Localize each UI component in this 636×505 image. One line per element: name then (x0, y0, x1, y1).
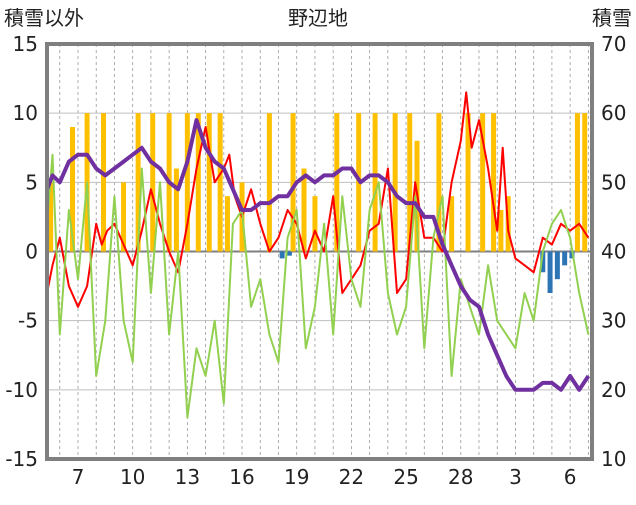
snowfall-bar (392, 113, 398, 252)
x-tick-label: 19 (284, 465, 309, 489)
snowfall-bar (290, 113, 296, 252)
right-tick-label: 20 (601, 378, 626, 402)
snowfall-bar (206, 113, 212, 252)
left-tick-label: 10 (13, 101, 38, 125)
snowfall-bar (70, 127, 76, 252)
x-tick-label: 7 (72, 465, 85, 489)
x-tick-label: 10 (120, 465, 145, 489)
snowfall-bar (480, 113, 486, 252)
snowfall-bar (582, 113, 588, 252)
negative_bar-bar (554, 251, 560, 280)
left-tick-label: -5 (18, 309, 38, 333)
snowfall-bar (121, 182, 127, 252)
snowfall-bar (491, 113, 497, 252)
x-tick-label: 25 (393, 465, 418, 489)
left-tick-label: 5 (25, 170, 38, 194)
snowfall-bar (173, 168, 179, 252)
snowfall-bar (266, 113, 272, 252)
right-tick-label: 70 (601, 32, 626, 56)
right-tick-label: 30 (601, 309, 626, 333)
left-tick-label: -15 (5, 447, 38, 471)
x-tick-label: 3 (509, 465, 522, 489)
negative_bar-bar (279, 251, 285, 259)
snowfall-bar (301, 168, 307, 252)
left-tick-label: 15 (13, 32, 38, 56)
negative_bar-bar (286, 251, 292, 256)
min_temp-line (46, 153, 590, 419)
snowfall-bar (436, 113, 442, 252)
max_temp-line (46, 91, 590, 308)
x-tick-label: 16 (229, 465, 254, 489)
snowfall-bar (150, 113, 156, 252)
snowfall-bar (224, 196, 230, 252)
left-axis-label: 積雪以外 (4, 6, 84, 30)
x-tick-label: 6 (564, 465, 577, 489)
snowfall-bar (217, 113, 223, 252)
x-tick-label: 13 (175, 465, 200, 489)
right-tick-label: 50 (601, 170, 626, 194)
left-tick-label: 0 (25, 240, 38, 264)
snowfall-bar (498, 210, 504, 252)
snowfall-bar (449, 196, 455, 252)
snowfall-bar (312, 196, 318, 252)
negative_bar-bar (562, 251, 568, 266)
chart-title: 野辺地 (288, 6, 348, 30)
bar-layer (48, 113, 588, 293)
left-tick-label: -10 (5, 378, 38, 402)
x-tick-label: 28 (448, 465, 473, 489)
snow_depth-line (45, 118, 591, 392)
right-tick-label: 60 (601, 101, 626, 125)
snowfall-bar (334, 113, 340, 252)
right-tick-label: 10 (601, 447, 626, 471)
negative_bar-bar (540, 251, 546, 273)
plot-frame (45, 42, 594, 461)
right-tick-label: 40 (601, 240, 626, 264)
snowfall-bar (184, 113, 190, 252)
snowfall-bar (574, 113, 580, 252)
snowfall-bar (48, 182, 54, 252)
snowfall-bar (372, 113, 378, 252)
negative_bar-bar (547, 251, 553, 293)
line-layer (45, 91, 591, 419)
snowfall-bar (135, 113, 141, 252)
x-tick-label: 22 (339, 465, 364, 489)
right-axis-label: 積雪 (592, 6, 632, 30)
snowfall-bar (195, 113, 201, 252)
snowfall-bar (101, 113, 107, 252)
snowfall-bar (465, 113, 471, 252)
snowfall-bar (407, 113, 413, 252)
